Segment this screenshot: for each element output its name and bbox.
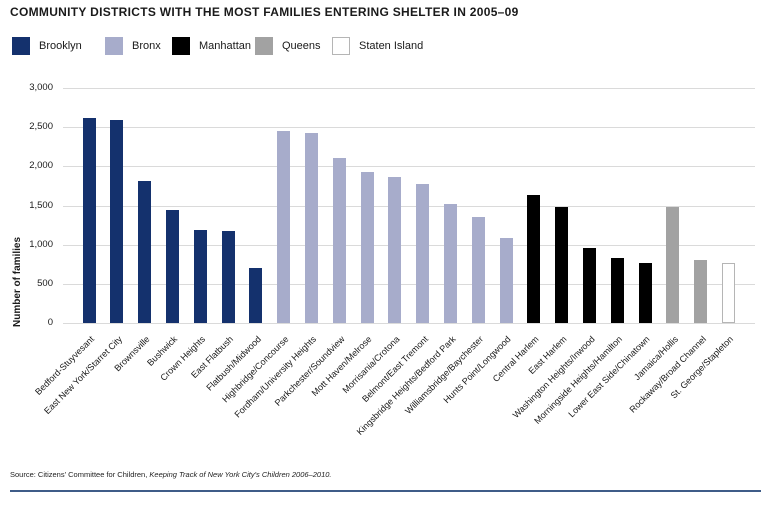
- bar: [388, 177, 402, 323]
- gridline: [63, 323, 755, 324]
- source-citation: Keeping Track of New York City's Childre…: [149, 470, 332, 479]
- gridline: [63, 88, 755, 89]
- legend-swatch: [12, 36, 30, 55]
- y-tick-label: 2,500: [29, 121, 53, 133]
- bar: [499, 238, 513, 323]
- bar: [332, 158, 346, 323]
- bar: [638, 263, 652, 323]
- legend-item: Staten Island: [332, 36, 423, 55]
- legend-label: Queens: [282, 39, 321, 52]
- bar: [249, 268, 263, 323]
- bar: [416, 184, 430, 323]
- gridline: [63, 245, 755, 246]
- gridline: [63, 284, 755, 285]
- bar: [555, 207, 569, 323]
- bar: [277, 131, 291, 323]
- gridline: [63, 166, 755, 167]
- bar: [471, 217, 485, 323]
- y-tick-label: 0: [47, 317, 53, 328]
- bar: [360, 172, 374, 323]
- legend-label: Bronx: [132, 39, 161, 52]
- legend-item: Bronx: [105, 36, 161, 55]
- bar: [221, 231, 235, 323]
- chart-title: COMMUNITY DISTRICTS WITH THE MOST FAMILI…: [10, 5, 519, 19]
- legend-item: Brooklyn: [12, 36, 82, 55]
- source-prefix: Source: Citizens' Committee for Children…: [10, 470, 150, 479]
- legend-swatch: [105, 36, 123, 55]
- bar: [721, 263, 735, 323]
- plot-area: [63, 88, 755, 324]
- bar: [193, 230, 207, 323]
- bar: [666, 207, 680, 323]
- bar: [165, 210, 179, 323]
- y-tick-label: 2,000: [29, 160, 53, 172]
- y-tick-label: 500: [37, 277, 53, 289]
- legend-item: Manhattan: [172, 36, 251, 55]
- bar: [82, 118, 96, 323]
- bar: [138, 181, 152, 323]
- legend-item: Queens: [255, 36, 321, 55]
- bar: [443, 204, 457, 323]
- footer-rule: [10, 490, 761, 492]
- bar: [582, 248, 596, 323]
- legend-swatch: [255, 36, 273, 55]
- gridline: [63, 127, 755, 128]
- bar: [304, 133, 318, 323]
- y-tick-label: 3,000: [29, 82, 53, 93]
- y-tick-label: 1,000: [29, 238, 53, 250]
- source-note: Source: Citizens' Committee for Children…: [10, 470, 332, 479]
- bar: [694, 260, 708, 323]
- legend-label: Brooklyn: [39, 39, 82, 52]
- legend-swatch: [332, 36, 350, 55]
- bar: [527, 195, 541, 323]
- y-tick-label: 1,500: [29, 199, 53, 211]
- legend-label: Staten Island: [359, 39, 424, 52]
- legend-label: Manhattan: [199, 39, 251, 52]
- gridline: [63, 206, 755, 207]
- legend-swatch: [172, 36, 190, 55]
- bar: [610, 258, 624, 323]
- bar: [110, 120, 124, 323]
